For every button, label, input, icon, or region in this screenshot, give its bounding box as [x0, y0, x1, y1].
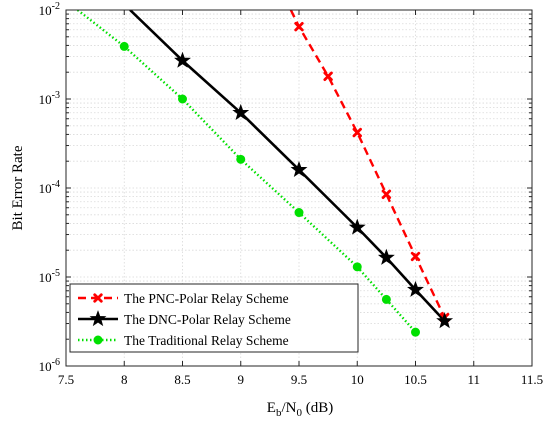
y-tick-label: 10-5 — [39, 268, 60, 285]
data-point-1 — [290, 160, 308, 178]
data-point-2 — [411, 327, 420, 337]
marker-x-stroke — [381, 189, 392, 199]
data-point-2 — [178, 94, 187, 104]
x-axis-title-unit: (dB) — [302, 400, 333, 416]
y-tick-label-base: 10 — [39, 270, 52, 285]
marker-layer — [119, 21, 454, 337]
x-tick-label: 10 — [351, 372, 364, 387]
x-tick-label: 9.5 — [291, 372, 307, 387]
data-point-1 — [348, 218, 366, 235]
data-point-0 — [352, 127, 362, 138]
y-tick-label: 10-4 — [39, 179, 60, 196]
data-point-1 — [232, 103, 250, 120]
marker-x-stroke — [294, 21, 304, 32]
x-tick-label: 8 — [121, 372, 128, 387]
y-tick-label-base: 10 — [39, 92, 52, 107]
data-point-0 — [294, 21, 304, 32]
x-tick-label: 11.5 — [521, 372, 543, 387]
tick-marks — [65, 9, 533, 367]
x-tick-label: 8.5 — [174, 372, 190, 387]
data-point-0 — [323, 71, 333, 81]
marker-x-stroke — [93, 293, 103, 303]
marker-x-stroke — [323, 71, 333, 81]
legend-marker-2 — [93, 335, 103, 345]
y-tick-label-exponent: -2 — [52, 1, 60, 12]
y-tick-label-exponent: -4 — [52, 179, 60, 190]
x-tick-label: 10.5 — [404, 372, 427, 387]
data-point-2 — [236, 154, 246, 164]
y-tick-label: 10-3 — [39, 90, 60, 107]
x-axis-title-sub1: b — [276, 407, 282, 419]
legend-marker-0 — [93, 293, 103, 303]
x-tick-label: 11 — [467, 372, 480, 387]
y-tick-label-exponent: -5 — [52, 268, 60, 279]
y-axis-title: Bit Error Rate — [10, 145, 26, 230]
data-point-1 — [377, 248, 395, 265]
legend-marker-1 — [89, 310, 107, 327]
y-tick-label: 10-2 — [39, 1, 60, 18]
series-line-2 — [76, 10, 417, 333]
data-point-0 — [381, 189, 392, 199]
data-point-1 — [174, 51, 191, 68]
y-tick-label-base: 10 — [39, 359, 52, 374]
y-tick-label-exponent: -6 — [52, 357, 60, 368]
series-line-1 — [129, 10, 446, 322]
x-axis-title-sub2: 0 — [296, 407, 302, 419]
x-axis-title-mid: /N — [281, 400, 296, 416]
y-tick-label-base: 10 — [39, 3, 52, 18]
data-point-1 — [436, 312, 454, 329]
y-tick-label-exponent: -3 — [52, 90, 60, 101]
data-point-0 — [410, 251, 421, 262]
data-point-2 — [119, 41, 129, 51]
x-tick-label: 9 — [238, 372, 245, 387]
x-axis-title-base1: E — [267, 400, 276, 416]
data-point-2 — [381, 294, 391, 304]
x-axis-title: Eb/N0 (dB) — [267, 400, 333, 419]
y-tick-labels: 10-610-510-410-310-2 — [39, 1, 60, 374]
data-point-2 — [352, 262, 362, 272]
y-tick-label-base: 10 — [39, 181, 52, 196]
x-tick-labels: 7.5 8 8.5 9 9.5 10 10.5 11 11.5 — [58, 372, 543, 387]
legend-label-1: The DNC-Polar Relay Scheme — [124, 312, 291, 327]
marker-x-stroke — [410, 251, 421, 262]
data-point-2 — [294, 208, 304, 218]
legend-label-2: The Traditional Relay Scheme — [124, 333, 289, 348]
legend: The PNC-Polar Relay Scheme The DNC-Polar … — [69, 283, 359, 353]
marker-x-stroke — [352, 127, 362, 138]
y-tick-label: 10-6 — [39, 357, 60, 374]
x-tick-label: 7.5 — [58, 372, 74, 387]
data-point-1 — [407, 280, 424, 297]
legend-label-0: The PNC-Polar Relay Scheme — [124, 291, 289, 306]
